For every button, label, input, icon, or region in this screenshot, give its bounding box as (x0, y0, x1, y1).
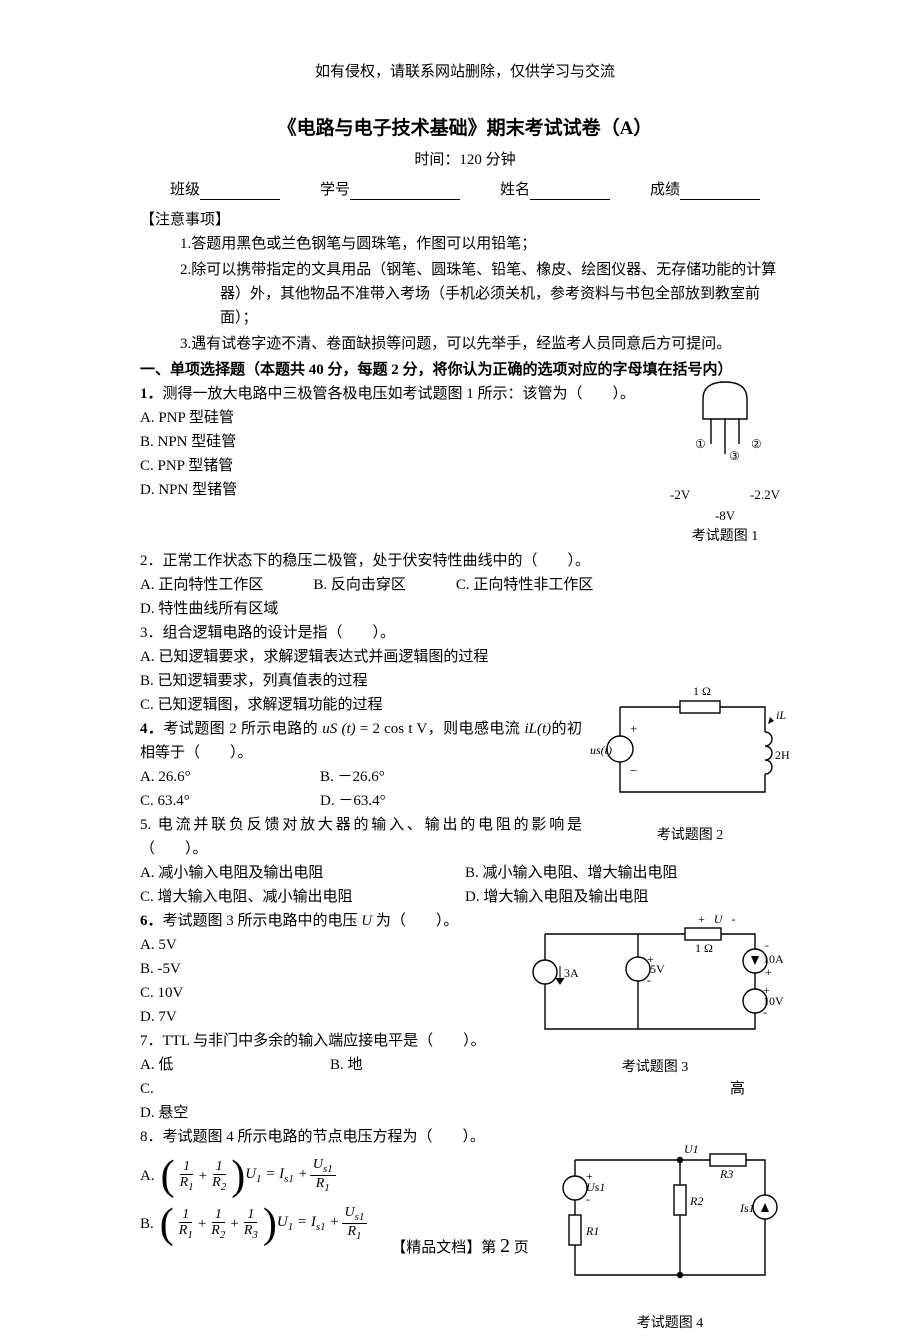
svg-text:Us1: Us1 (586, 1180, 605, 1194)
option-a: A. ( 1R1 + 1R2 ) U1 = Is1 + Us1R1 (140, 1155, 542, 1197)
exam-page: 如有侵权，请联系网站删除，仅供学习与交流 《电路与电子技术基础》期末考试试卷（A… (0, 0, 920, 1302)
svg-text:②: ② (751, 437, 762, 451)
option: B. 反向击穿区 (313, 573, 426, 597)
question-3: 3．组合逻辑电路的设计是指（ ）。 (140, 621, 790, 645)
option: D. －63.4° (320, 789, 406, 813)
svg-text:5V: 5V (650, 962, 665, 976)
svg-text:+: + (630, 721, 637, 736)
exam-duration: 时间：120 分钟 (140, 148, 790, 172)
figure-3: + U - 1 Ω 3A + - 5V 10A + - 10V - + 考试题图… (520, 909, 790, 1080)
name-field: 姓名 (500, 178, 610, 202)
top-notice: 如有侵权，请联系网站删除，仅供学习与交流 (140, 60, 790, 84)
notes-block: 1.答题用黑色或兰色钢笔与圆珠笔，作图可以用铅笔； 2.除可以携带指定的文具用品… (140, 232, 790, 356)
option: A. 减小输入电阻及输出电阻 (140, 861, 465, 885)
option: B. 减小输入电阻、增大输出电阻 (465, 861, 790, 885)
svg-text:2H: 2H (775, 748, 790, 762)
nodal-circuit-icon: U1 R3 R2 R1 + - Us1 Is1 (550, 1135, 790, 1305)
question-2: 2．正常工作状态下的稳压二极管，处于伏安特性曲线中的（ ）。 (140, 549, 790, 573)
svg-text:①: ① (695, 437, 706, 451)
svg-text:3A: 3A (564, 966, 579, 980)
class-field: 班级 (170, 178, 280, 202)
svg-text:10V: 10V (763, 994, 784, 1008)
option: D. 特性曲线所有区域 (140, 597, 298, 621)
option: C. 增大输入电阻、减小输出电阻 (140, 885, 465, 909)
figure-caption: 考试题图 1 (660, 526, 790, 548)
option: A. 低 (140, 1053, 330, 1077)
svg-text:10A: 10A (763, 952, 784, 966)
svg-text:us(t): us(t) (590, 743, 612, 757)
score-field: 成绩 (650, 178, 760, 202)
exam-title: 《电路与电子技术基础》期末考试试卷（A） (140, 114, 790, 144)
option: C. 正向特性非工作区 (456, 573, 614, 597)
figure-1: ① ② ③ -2V -2.2V -8V 考试题图 1 (660, 376, 790, 548)
svg-text:-: - (765, 938, 769, 952)
svg-text:iL: iL (776, 708, 786, 722)
option: A. 26.6° (140, 765, 320, 789)
id-field: 学号 (320, 178, 460, 202)
rl-circuit-icon: 1 Ω 2H iL us(t) + − (590, 677, 790, 817)
option: C. (140, 1077, 210, 1101)
note-item: 1.答题用黑色或兰色钢笔与圆珠笔，作图可以用铅笔； (180, 232, 790, 256)
svg-text:+: + (765, 965, 772, 979)
svg-text:U1: U1 (684, 1142, 699, 1156)
figure-caption: 考试题图 2 (590, 825, 790, 847)
svg-text:+ U -: + U - (698, 912, 735, 926)
option: D. 增大输入电阻及输出电阻 (465, 885, 790, 909)
svg-text:1 Ω: 1 Ω (695, 941, 713, 955)
svg-text:-: - (586, 1192, 590, 1206)
option: C. 63.4° (140, 789, 320, 813)
note-item: 2.除可以携带指定的文具用品（钢笔、圆珠笔、铅笔、橡皮、绘图仪器、无存储功能的计… (220, 258, 790, 330)
figure-2: 1 Ω 2H iL us(t) + − 考试题图 2 (590, 677, 790, 848)
transistor-icon: ① ② ③ (665, 376, 785, 476)
figure-caption: 考试题图 4 (550, 1313, 790, 1335)
option: D. 悬空 (140, 1101, 790, 1125)
option: A. 正向特性工作区 (140, 573, 283, 597)
svg-text:R3: R3 (719, 1167, 733, 1181)
notes-heading: 【注意事项】 (140, 208, 790, 232)
option: A. 已知逻辑要求，求解逻辑表达式并画逻辑图的过程 (140, 645, 790, 669)
section1-heading: 一、单项选择题（本题共 40 分，每题 2 分，将你认为正确的选项对应的字母填在… (140, 358, 790, 382)
info-row: 班级 学号 姓名 成绩 (140, 178, 790, 202)
option-c-trail: 高 (730, 1077, 770, 1101)
svg-text:Is1: Is1 (739, 1201, 755, 1215)
svg-text:③: ③ (729, 449, 740, 463)
svg-text:1 Ω: 1 Ω (693, 684, 711, 698)
page-footer: 【精品文档】第 2 页 (0, 1230, 920, 1262)
note-item: 3.遇有试卷字迹不清、卷面缺损等问题，可以先举手，经监考人员同意后方可提问。 (180, 332, 790, 356)
svg-text:R2: R2 (689, 1194, 703, 1208)
svg-text:−: − (630, 763, 637, 778)
option: B. 地 (330, 1053, 500, 1077)
option: B. －26.6° (320, 765, 405, 789)
dc-circuit-icon: + U - 1 Ω 3A + - 5V 10A + - 10V - + (520, 909, 790, 1049)
